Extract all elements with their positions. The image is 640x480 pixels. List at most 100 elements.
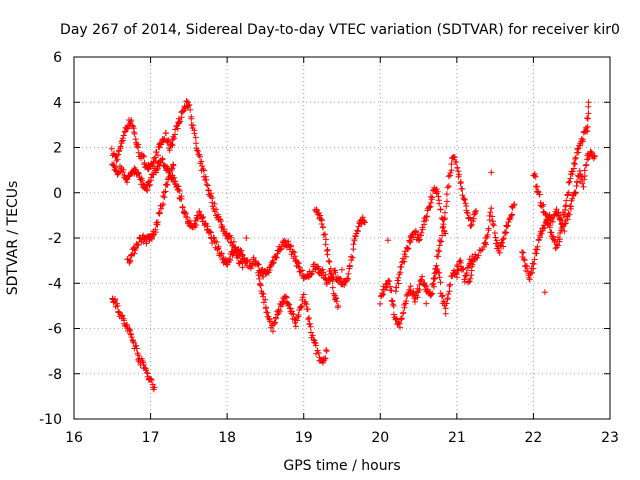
data-point (312, 342, 319, 349)
data-point (563, 197, 570, 204)
data-point (436, 248, 443, 255)
data-point (500, 236, 506, 243)
data-point (178, 195, 185, 202)
data-point (530, 261, 537, 267)
data-point (306, 315, 313, 321)
data-point (165, 137, 172, 144)
data-point (463, 270, 470, 276)
data-point (163, 130, 169, 137)
data-point (176, 118, 183, 125)
data-point (335, 302, 342, 309)
data-point (270, 328, 276, 335)
data-point (429, 194, 436, 201)
data-point (213, 239, 220, 246)
data-point (394, 277, 401, 284)
x-tick-labels: 16 17 18 19 20 21 22 23 (65, 430, 619, 446)
data-point (524, 263, 531, 270)
data-point (229, 252, 236, 258)
data-point (327, 265, 334, 272)
data-point (431, 270, 438, 277)
data-point (454, 274, 460, 281)
data-point (574, 146, 581, 153)
data-point (346, 262, 353, 269)
data-point (401, 304, 408, 311)
data-point (503, 229, 510, 236)
data-point (537, 234, 544, 241)
data-point (345, 276, 352, 282)
data-point (140, 152, 147, 159)
data-point (445, 183, 452, 190)
data-point (160, 193, 167, 200)
data-point (536, 191, 543, 198)
data-point (487, 209, 494, 216)
data-point (397, 324, 403, 331)
data-point (286, 301, 293, 308)
data-point (439, 232, 446, 239)
data-point (546, 224, 553, 231)
data-point (128, 252, 135, 259)
data-point (260, 290, 267, 297)
data-point (322, 355, 329, 362)
data-point (355, 223, 362, 230)
data-point (139, 177, 146, 184)
data-point (377, 300, 384, 307)
x-tick-label: 17 (142, 430, 160, 446)
data-point (557, 215, 564, 221)
data-point (439, 292, 446, 299)
data-point (135, 242, 142, 248)
data-point (201, 167, 207, 174)
data-point (568, 203, 574, 210)
chart-title: Day 267 of 2014, Sidereal Day-to-day VTE… (60, 22, 620, 38)
data-point (148, 377, 155, 384)
data-point (148, 174, 155, 181)
data-point (500, 235, 507, 241)
y-tick-label: -8 (48, 367, 62, 383)
data-point (467, 223, 474, 229)
data-point (153, 149, 160, 155)
data-point (484, 231, 491, 238)
data-point (164, 182, 171, 188)
data-point (493, 237, 500, 244)
data-point (154, 219, 161, 226)
data-point (297, 268, 304, 275)
data-point (217, 218, 224, 225)
data-point (197, 153, 203, 160)
data-point (448, 167, 455, 174)
data-point (349, 254, 356, 261)
data-point (354, 228, 361, 235)
data-point (444, 184, 451, 191)
data-point (571, 160, 577, 167)
y-tick-label: -6 (48, 322, 62, 338)
data-point (198, 158, 205, 165)
data-point (456, 258, 463, 265)
data-point (534, 243, 541, 250)
data-point (171, 174, 178, 181)
data-point (436, 274, 443, 281)
data-point (323, 347, 330, 353)
data-point (521, 257, 528, 264)
data-point (386, 278, 393, 285)
data-point (564, 192, 571, 199)
y-tick-label: 0 (53, 186, 62, 202)
data-point (235, 252, 242, 259)
data-point (161, 194, 168, 201)
data-point (165, 168, 172, 175)
data-point (444, 198, 450, 205)
data-point (529, 269, 535, 276)
data-point (538, 230, 545, 237)
data-point (446, 288, 453, 295)
data-point (554, 210, 561, 217)
data-point (403, 298, 410, 304)
data-point (282, 293, 289, 300)
data-point (332, 269, 339, 276)
data-point (116, 148, 122, 155)
data-point (443, 300, 450, 307)
data-point (124, 321, 131, 328)
data-point (419, 226, 426, 233)
data-point (277, 246, 284, 253)
data-point (164, 138, 171, 145)
data-point (232, 246, 239, 253)
data-point (120, 132, 127, 139)
data-point (228, 234, 235, 241)
data-point (178, 114, 185, 121)
